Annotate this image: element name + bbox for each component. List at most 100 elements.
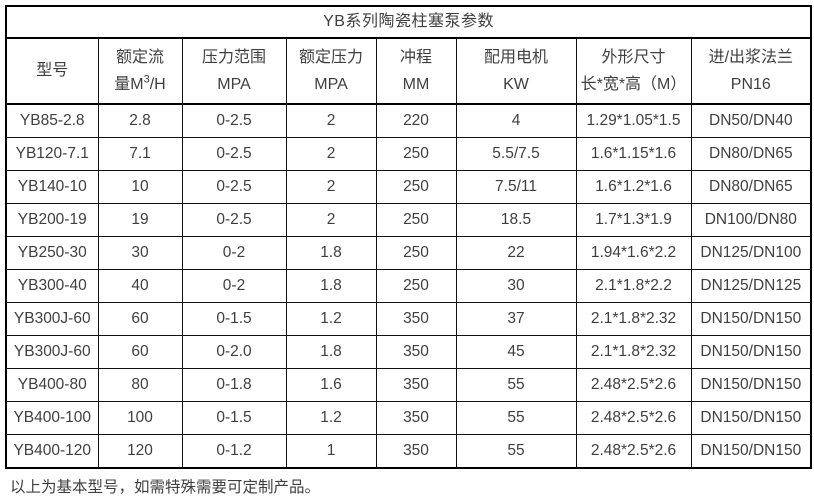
column-header-flow-line2: 量M3/H — [114, 73, 166, 93]
table-row: YB85-2.8 2.8 0-2.5 2 220 4 1.29*1.05*1.5… — [5, 103, 812, 138]
cell-flow: 100 — [97, 401, 183, 435]
cell-stroke: 350 — [375, 302, 457, 336]
cell-pressure-range: 0-1.5 — [181, 401, 287, 435]
column-header-model: 型号 — [5, 37, 99, 105]
cell-dimensions: 1.94*1.6*2.2 — [575, 236, 692, 270]
column-header-rated-pressure: 额定压力 MPA — [285, 37, 377, 105]
table-row: YB400-100 100 0-1.5 1.2 350 55 2.48*2.5*… — [5, 401, 812, 435]
cell-model: YB300J-60 — [5, 335, 99, 369]
footer-note: 以上为基本型号，如需特殊需要可定制产品。 — [10, 479, 321, 496]
cell-motor: 30 — [455, 269, 577, 303]
table-row: YB300J-60 60 0-1.5 1.2 350 37 2.1*1.8*2.… — [5, 302, 812, 336]
cell-stroke: 250 — [375, 170, 457, 204]
cell-pressure-range: 0-2.0 — [181, 335, 287, 369]
cell-flange: DN50/DN40 — [690, 103, 812, 138]
cell-pressure-range: 0-2.5 — [181, 203, 287, 237]
cell-flange: DN150/DN150 — [690, 368, 812, 402]
cell-model: YB400-120 — [5, 434, 99, 469]
column-header-flange-line2: PN16 — [730, 75, 771, 93]
table-body: YB系列陶瓷柱塞泵参数 型号 额定流 量M3/H 压力范围 MPA 额定压力 M… — [5, 5, 812, 469]
column-header-stroke: 冲程 MM — [375, 37, 457, 105]
cell-rated-pressure: 1.8 — [285, 335, 377, 369]
cell-rated-pressure: 1.6 — [285, 368, 377, 402]
column-header-pressure-range-line1: 压力范围 — [201, 48, 266, 66]
cell-model: YB120-7.1 — [5, 137, 99, 171]
cell-dimensions: 2.48*2.5*2.6 — [575, 434, 692, 469]
cell-model: YB300J-60 — [5, 302, 99, 336]
cell-pressure-range: 0-2 — [181, 236, 287, 270]
column-header-stroke-line1: 冲程 — [399, 48, 432, 66]
cell-flow: 80 — [97, 368, 183, 402]
cell-rated-pressure: 2 — [285, 203, 377, 237]
cell-stroke: 350 — [375, 434, 457, 469]
cell-flange: DN80/DN65 — [690, 170, 812, 204]
cell-stroke: 250 — [375, 203, 457, 237]
cell-model: YB400-100 — [5, 401, 99, 435]
column-header-dimensions-line1: 外形尺寸 — [601, 48, 666, 66]
cell-flange: DN150/DN150 — [690, 434, 812, 469]
column-header-motor: 配用电机 KW — [455, 37, 577, 105]
cell-motor: 22 — [455, 236, 577, 270]
column-header-stroke-line2: MM — [402, 75, 430, 93]
cell-rated-pressure: 2 — [285, 103, 377, 138]
cell-model: YB400-80 — [5, 368, 99, 402]
cell-flange: DN100/DN80 — [690, 203, 812, 237]
column-header-motor-line1: 配用电机 — [483, 48, 548, 66]
cell-pressure-range: 0-2.5 — [181, 170, 287, 204]
cell-flange: DN150/DN150 — [690, 302, 812, 336]
cell-motor: 55 — [455, 434, 577, 469]
cell-model: YB140-10 — [5, 170, 99, 204]
cell-flow: 2.8 — [97, 103, 183, 138]
cell-model: YB300-40 — [5, 269, 99, 303]
column-header-rated-pressure-line1: 额定压力 — [298, 48, 363, 66]
cell-motor: 5.5/7.5 — [455, 137, 577, 171]
cell-motor: 55 — [455, 401, 577, 435]
cell-rated-pressure: 1.2 — [285, 302, 377, 336]
cell-dimensions: 2.1*1.8*2.32 — [575, 335, 692, 369]
cell-flow: 19 — [97, 203, 183, 237]
cell-flange: DN125/DN100 — [690, 236, 812, 270]
table-title: YB系列陶瓷柱塞泵参数 — [5, 5, 812, 39]
cell-motor: 7.5/11 — [455, 170, 577, 204]
cell-stroke: 350 — [375, 401, 457, 435]
table-row: YB120-7.1 7.1 0-2.5 2 250 5.5/7.5 1.6*1.… — [5, 137, 812, 171]
cell-flange: DN150/DN150 — [690, 335, 812, 369]
table-row: YB200-19 19 0-2.5 2 250 18.5 1.7*1.3*1.9… — [5, 203, 812, 237]
cell-flange: DN150/DN150 — [690, 401, 812, 435]
cell-motor: 18.5 — [455, 203, 577, 237]
column-header-pressure-range-line2: MPA — [217, 75, 251, 93]
cell-rated-pressure: 2 — [285, 170, 377, 204]
cell-dimensions: 2.48*2.5*2.6 — [575, 368, 692, 402]
cell-rated-pressure: 2 — [285, 137, 377, 171]
cell-stroke: 250 — [375, 269, 457, 303]
cell-dimensions: 2.1*1.8*2.2 — [575, 269, 692, 303]
table-row: YB250-30 30 0-2 1.8 250 22 1.94*1.6*2.2 … — [5, 236, 812, 270]
table-row: YB300-40 40 0-2 1.8 250 30 2.1*1.8*2.2 D… — [5, 269, 812, 303]
cell-rated-pressure: 1.8 — [285, 236, 377, 270]
cell-dimensions: 2.1*1.8*2.32 — [575, 302, 692, 336]
cell-stroke: 250 — [375, 137, 457, 171]
cell-model: YB250-30 — [5, 236, 99, 270]
cell-motor: 55 — [455, 368, 577, 402]
cell-dimensions: 1.29*1.05*1.5 — [575, 103, 692, 138]
column-header-dimensions-line2: 长*宽*高（M） — [580, 75, 687, 93]
column-header-rated-pressure-line2: MPA — [314, 75, 348, 93]
cell-motor: 37 — [455, 302, 577, 336]
cell-flow: 7.1 — [97, 137, 183, 171]
cell-pressure-range: 0-1.8 — [181, 368, 287, 402]
cell-flow: 30 — [97, 236, 183, 270]
cell-dimensions: 1.6*1.2*1.6 — [575, 170, 692, 204]
cell-motor: 45 — [455, 335, 577, 369]
cell-flow: 10 — [97, 170, 183, 204]
cell-flange: DN125/DN125 — [690, 269, 812, 303]
cell-model: YB200-19 — [5, 203, 99, 237]
cell-rated-pressure: 1 — [285, 434, 377, 469]
cell-flow: 60 — [97, 302, 183, 336]
cell-dimensions: 1.6*1.15*1.6 — [575, 137, 692, 171]
cell-pressure-range: 0-2.5 — [181, 103, 287, 138]
cell-stroke: 220 — [375, 103, 457, 138]
cell-motor: 4 — [455, 103, 577, 138]
column-header-dimensions: 外形尺寸 长*宽*高（M） — [575, 37, 692, 105]
cell-flow: 60 — [97, 335, 183, 369]
column-header-flow: 额定流 量M3/H — [97, 37, 183, 105]
